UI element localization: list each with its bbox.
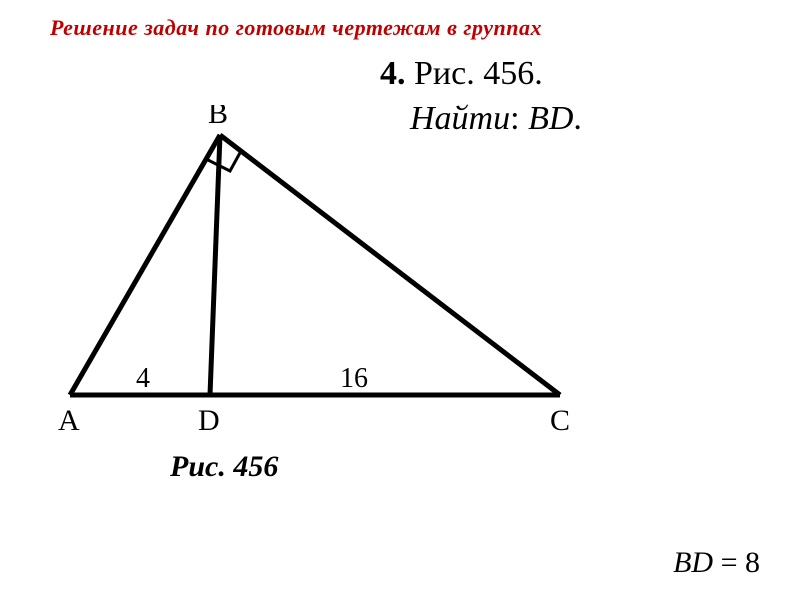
answer-eq: = [721, 546, 738, 579]
problem-ref: Рис. 456. [414, 55, 543, 92]
side-bc [220, 135, 560, 395]
problem-title: 4. Рис. 456. [380, 55, 543, 93]
label-c: C [550, 404, 570, 437]
length-ad: 4 [136, 363, 150, 394]
answer-var: BD [673, 546, 713, 579]
geometry-figure: A B C D 4 16 [40, 105, 600, 445]
header-text: Решение задач по готовым чертежам в груп… [50, 15, 542, 40]
page-header: Решение задач по готовым чертежам в груп… [50, 15, 542, 41]
label-d: D [198, 404, 220, 437]
problem-number: 4. [380, 55, 406, 92]
label-a: A [58, 404, 80, 437]
figure-caption: Рис. 456 [170, 450, 278, 484]
right-angle-marker [208, 151, 241, 171]
length-dc: 16 [340, 363, 368, 394]
side-ab [70, 135, 220, 395]
answer-value: 8 [745, 546, 760, 579]
label-b: B [208, 105, 228, 130]
altitude-bd [210, 135, 220, 395]
answer-line: BD = 8 [673, 546, 760, 580]
caption-text: Рис. 456 [170, 450, 278, 483]
